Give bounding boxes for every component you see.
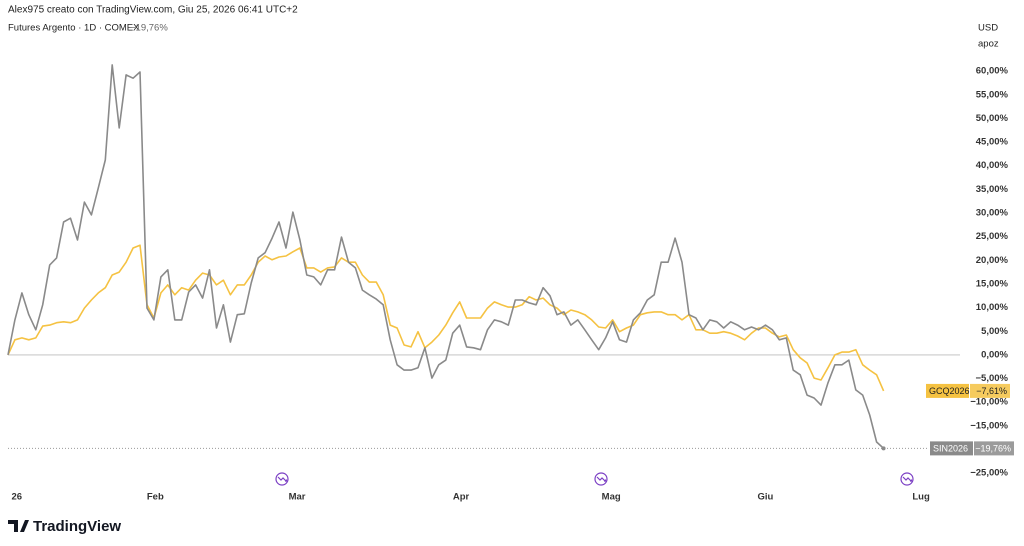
x-tick-label: Mag	[602, 492, 621, 503]
value-label: −19,76%	[975, 443, 1011, 453]
logo: TradingView	[8, 518, 121, 535]
event-icon[interactable]	[900, 472, 914, 486]
badge-name-bg	[926, 383, 969, 398]
x-tick-label: Giu	[758, 492, 774, 503]
y-tick-label: −15,00%	[970, 420, 1008, 431]
y-tick-label: 10,00%	[976, 302, 1009, 313]
badge-value-bg	[970, 383, 1010, 398]
y-tick-label: 30,00%	[976, 208, 1009, 219]
event-icon[interactable]	[594, 472, 608, 486]
unit: apoz	[978, 39, 999, 50]
event-arrow	[596, 476, 607, 482]
currency: USD	[978, 23, 998, 34]
y-tick-label: 60,00%	[976, 66, 1009, 77]
event-icon[interactable]	[275, 472, 289, 486]
y-tick-label: −10,00%	[970, 397, 1008, 408]
x-tick-label: 26	[11, 492, 22, 503]
y-tick-label: −5,00%	[976, 373, 1009, 384]
value-label: −7,61%	[976, 386, 1007, 396]
y-tick-label: 25,00%	[976, 231, 1009, 242]
chart-title: Futures Argento · 1D · COMEX	[8, 23, 140, 34]
x-tick-label: Mar	[289, 492, 306, 503]
logo-mark	[8, 520, 29, 532]
price-badge: SIN2026 −19,76%	[930, 441, 1014, 456]
y-tick-label: 20,00%	[976, 255, 1009, 266]
events	[275, 472, 914, 486]
y-tick-label: −25,00%	[970, 468, 1008, 479]
header: Alex975 creato con TradingView.com, Giu …	[8, 5, 298, 16]
y-tick-label: 50,00%	[976, 113, 1009, 124]
y-tick-label: 40,00%	[976, 160, 1009, 171]
series-line	[7, 64, 885, 449]
brand: TradingView	[33, 518, 121, 535]
y-tick-label: 35,00%	[976, 184, 1009, 195]
change: −19,76%	[130, 23, 168, 34]
price-badge: GCQ2026 −7,61%	[926, 383, 1010, 398]
x-tick-label: Feb	[147, 492, 164, 503]
legend-label: GCQ2026	[929, 386, 970, 396]
y-tick-label: 55,00%	[976, 89, 1009, 100]
badge-name-bg	[930, 441, 973, 456]
last-point	[881, 446, 886, 451]
series-line	[7, 244, 885, 392]
event-arrow	[277, 476, 288, 482]
y-tick-label: 5,00%	[981, 326, 1008, 337]
badge-value-bg	[974, 441, 1014, 456]
x-tick-label: Lug	[912, 492, 930, 503]
y-tick-label: 15,00%	[976, 278, 1009, 289]
y-tick-label: 45,00%	[976, 137, 1009, 148]
x-tick-label: Apr	[453, 492, 470, 503]
y-tick-label: 0,00%	[981, 349, 1008, 360]
legend-label: SIN2026	[933, 443, 968, 453]
event-arrow	[902, 476, 913, 482]
